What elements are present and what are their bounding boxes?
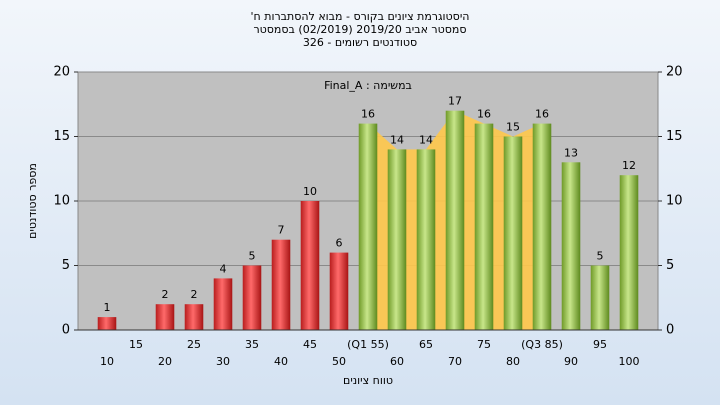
data-label: 10 <box>303 185 317 198</box>
x-tick-label: 10 <box>100 355 114 368</box>
y-tick-label: 0 <box>62 323 70 338</box>
data-label: 15 <box>506 121 520 134</box>
x-tick-label: 95 <box>593 338 607 351</box>
y-tick-label: 10 <box>53 194 70 209</box>
bar <box>155 304 175 330</box>
x-tick-label: 15 <box>129 338 143 351</box>
x-axis-label: טווח ציונים <box>343 374 393 387</box>
annotation: במשימה : Final_A <box>324 79 412 92</box>
x-tick-label: 35 <box>245 338 259 351</box>
x-tick-label: 65 <box>419 338 433 351</box>
bar <box>561 162 581 330</box>
y2-tick-label: 15 <box>666 129 683 144</box>
chart-subtitle: סמסטר אביב 2019/20 (02/2019) בסמסטר <box>253 23 466 36</box>
data-label: 7 <box>278 224 285 237</box>
bar <box>590 265 610 330</box>
y-tick-label: 5 <box>62 258 70 273</box>
x-tick-label: 45 <box>303 338 317 351</box>
data-label: 2 <box>162 288 169 301</box>
data-label: 16 <box>535 108 549 121</box>
y-axis-label: מספר סטודנטים <box>26 163 39 239</box>
bar <box>329 252 349 330</box>
data-label: 13 <box>564 146 578 159</box>
y2-tick-label: 0 <box>666 323 674 338</box>
bar <box>300 201 320 330</box>
data-label: 14 <box>419 133 433 146</box>
bar <box>387 149 407 330</box>
x-tick-label: 75 <box>477 338 491 351</box>
x-tick-label: 70 <box>448 355 462 368</box>
data-label: 12 <box>622 159 636 172</box>
x-tick-label: 25 <box>187 338 201 351</box>
bar <box>445 110 465 330</box>
bar <box>532 123 552 330</box>
bar <box>184 304 204 330</box>
bar <box>271 239 291 330</box>
data-label: 16 <box>477 108 491 121</box>
data-label: 6 <box>336 237 343 250</box>
x-tick-label: 100 <box>619 355 640 368</box>
data-label: 1 <box>104 301 111 314</box>
x-tick-label: 50 <box>332 355 346 368</box>
data-label: 4 <box>220 262 227 275</box>
y2-tick-label: 5 <box>666 258 674 273</box>
bar <box>474 123 494 330</box>
y-tick-label: 15 <box>53 129 70 144</box>
bar <box>242 265 262 330</box>
y2-tick-label: 20 <box>666 65 683 80</box>
x-tick-label: 30 <box>216 355 230 368</box>
data-label: 17 <box>448 95 462 108</box>
x-tick-label: 90 <box>564 355 578 368</box>
bar <box>416 149 436 330</box>
bar <box>619 175 639 330</box>
bar <box>213 278 233 330</box>
chart-title: היסטוגרמת ציונים בקורס - מבוא להסתברות ח… <box>251 10 470 23</box>
data-label: 14 <box>390 133 404 146</box>
bar <box>503 136 523 330</box>
x-tick-label: 80 <box>506 355 520 368</box>
chart-subtitle: סטודנטים רשומים - 326 <box>303 36 417 49</box>
x-tick-label: (Q3 85) <box>521 338 563 351</box>
bar <box>97 317 117 330</box>
y-tick-label: 20 <box>53 65 70 80</box>
x-tick-label: 20 <box>158 355 172 368</box>
x-tick-label: (Q1 55) <box>347 338 389 351</box>
x-tick-label: 60 <box>390 355 404 368</box>
data-label: 2 <box>191 288 198 301</box>
y2-tick-label: 10 <box>666 194 683 209</box>
data-label: 16 <box>361 108 375 121</box>
x-tick-label: 40 <box>274 355 288 368</box>
bar <box>358 123 378 330</box>
data-label: 5 <box>597 250 604 263</box>
data-label: 5 <box>249 250 256 263</box>
